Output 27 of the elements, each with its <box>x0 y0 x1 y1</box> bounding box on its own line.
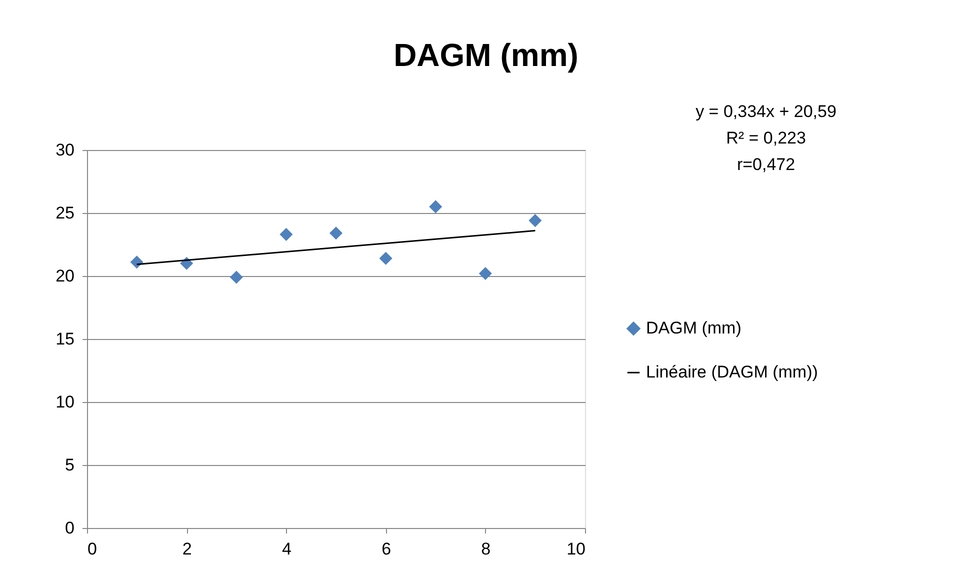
point <box>130 256 144 269</box>
point <box>429 200 442 214</box>
x-tick-label: 0 <box>88 540 97 558</box>
legend-label: Linéaire (DAGM (mm)) <box>646 362 818 382</box>
legend-label: DAGM (mm) <box>646 318 742 338</box>
y-tick-label: 15 <box>56 330 74 348</box>
x-tick-label: 10 <box>566 540 586 558</box>
text: r=0,472 <box>736 155 796 174</box>
x-tick-label: 8 <box>481 540 491 558</box>
text: y = 0,334x + 20,59 <box>696 102 836 121</box>
point <box>478 266 492 280</box>
x-tick-label: 6 <box>382 540 392 558</box>
text: R² = 0,223 <box>726 128 806 148</box>
y-tick-label: 20 <box>56 266 74 286</box>
chart-title: DAGM (mm) <box>394 37 578 73</box>
x-tick-label: 4 <box>282 540 292 558</box>
point <box>329 226 343 240</box>
y-tick-label: 25 <box>56 204 74 222</box>
y-tick-label: 10 <box>56 392 74 412</box>
point <box>528 214 542 228</box>
y-tick-label: 0 <box>65 518 74 538</box>
point <box>379 252 392 265</box>
y-tick-label: 30 <box>56 140 74 160</box>
point <box>280 228 293 241</box>
point <box>230 270 243 284</box>
x-tick-label: 2 <box>182 540 192 558</box>
y-tick-label: 5 <box>65 456 74 474</box>
